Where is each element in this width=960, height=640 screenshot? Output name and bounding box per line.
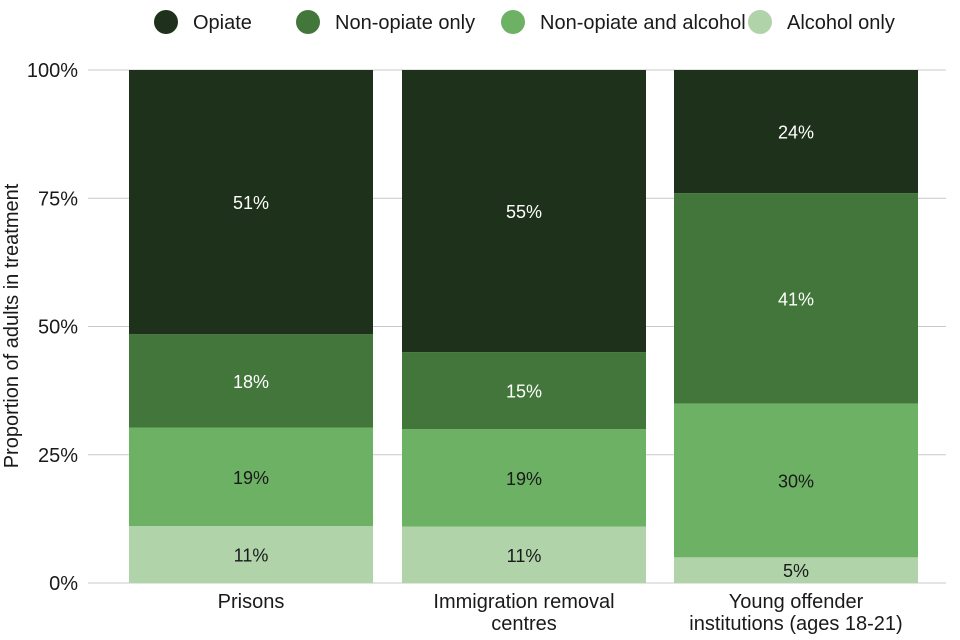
y-tick-label: 25%	[38, 445, 78, 467]
bar-segment	[402, 70, 646, 353]
data-label: 19%	[233, 468, 269, 488]
data-label: 51%	[233, 193, 269, 213]
x-tick-label: Prisons	[218, 591, 285, 613]
x-tick-label: Immigration removal	[433, 591, 614, 613]
legend-label: Non-opiate and alcohol	[540, 12, 746, 34]
data-label: 30%	[778, 471, 814, 491]
data-label: 15%	[506, 382, 542, 402]
bars: 11% 19% 18% 51% 11% 19% 15% 55% 5% 30% 41% 24%	[129, 70, 918, 583]
bar-segment	[129, 526, 373, 583]
y-axis-ticks: 0% 25% 50% 75% 100%	[27, 60, 78, 595]
y-axis-title: Proportion of adults in treatment	[1, 183, 23, 468]
x-tick-label: centres	[491, 613, 557, 635]
data-label: 41%	[778, 289, 814, 309]
data-label: 55%	[506, 202, 542, 222]
bar-segment	[402, 352, 646, 430]
bar-segment	[674, 557, 918, 583]
data-label: 11%	[507, 546, 542, 566]
legend-swatch	[296, 10, 320, 34]
legend-label: Alcohol only	[787, 12, 895, 34]
bar-segment	[129, 427, 373, 526]
y-tick-label: 50%	[38, 317, 78, 339]
data-label: 19%	[506, 469, 542, 489]
legend: Opiate Non-opiate only Non-opiate and alco…	[154, 10, 895, 34]
bar-segment	[674, 193, 918, 404]
bar-segment	[674, 70, 918, 194]
bar-segment	[674, 403, 918, 558]
x-tick-label: institutions (ages 18-21)	[689, 613, 902, 635]
y-tick-label: 100%	[27, 60, 78, 82]
x-tick-label: Young offender	[729, 591, 864, 613]
y-tick-label: 75%	[38, 188, 78, 210]
data-label: 11%	[234, 546, 269, 566]
y-tick-label: 0%	[49, 573, 78, 595]
bar-segment	[129, 70, 373, 335]
data-label: 18%	[233, 372, 269, 392]
legend-swatch	[748, 10, 772, 34]
bar-segment	[402, 526, 646, 583]
data-label: 5%	[783, 561, 809, 581]
bar-segment	[129, 334, 373, 428]
legend-swatch	[154, 10, 178, 34]
legend-label: Opiate	[193, 12, 252, 34]
bar-segment	[402, 429, 646, 527]
legend-label: Non-opiate only	[335, 12, 475, 34]
legend-swatch	[501, 10, 525, 34]
data-label: 24%	[778, 123, 814, 143]
